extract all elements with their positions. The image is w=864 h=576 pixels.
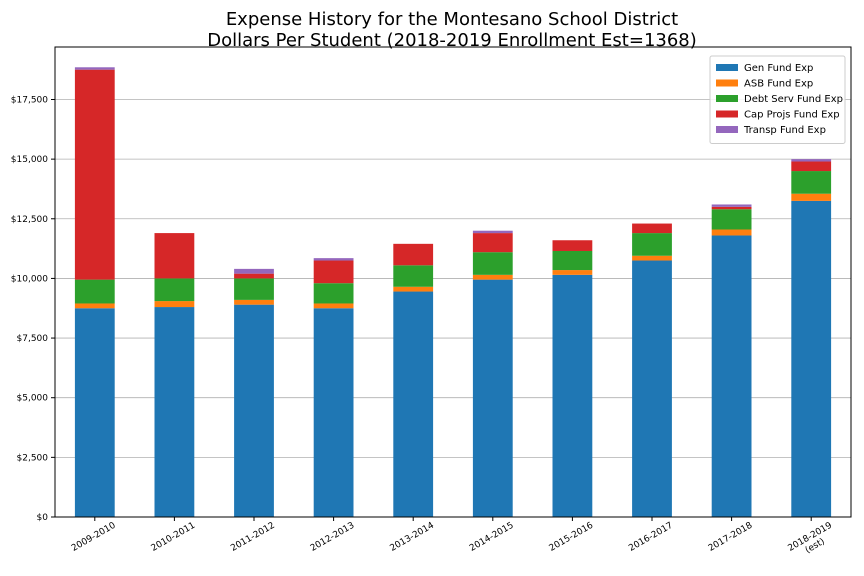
bar-segment [154,307,195,517]
x-tick-label: 2015-2016 [548,521,596,554]
chart-subtitle: Dollars Per Student (2018-2019 Enrollmen… [207,30,697,51]
bar-segment [791,161,832,172]
legend-swatch [716,110,738,118]
chart-title: Expense History for the Montesano School… [226,9,678,30]
legend-label: Transp Fund Exp [743,125,826,136]
bar-segment [711,209,752,230]
bar-segment [552,250,593,271]
legend-label: Gen Fund Exp [744,63,813,74]
bar-segment [791,159,832,162]
bar-segment [711,206,752,210]
bar-segment [154,233,195,279]
bar-segment [791,193,832,201]
bar-segment [711,235,752,517]
x-tick-label: 2014-2015 [468,521,515,554]
x-tick-label: 2011-2012 [229,521,276,554]
bar-segment [393,243,434,266]
bar-segment [74,308,115,517]
bar-segment [313,258,354,261]
bar-segment [711,204,752,207]
bar-segment [74,69,115,280]
x-tick-label: 2010-2011 [150,521,197,554]
y-tick-label: $10,000 [11,274,48,284]
bar-segment [472,252,513,275]
legend: Gen Fund Exp ASB Fund Exp Debt Serv Fund E… [709,55,846,144]
bar-segment [632,223,672,234]
bar-segment [393,286,434,292]
x-tick-label: 2013-2014 [388,521,436,554]
bar-segment [632,233,672,256]
bar-segment [472,233,513,253]
bar-segment [313,260,354,284]
y-tick-label: $17,500 [11,95,48,105]
bar-segment [711,229,752,236]
bar-segment [234,304,274,517]
y-tick-label: $5,000 [17,394,49,404]
bar-segment [393,291,434,517]
bar-segment [472,230,513,234]
plot-frame [54,46,852,518]
legend-swatch [716,95,738,102]
y-tick-label: $7,500 [17,334,49,344]
bar-segment [472,279,513,517]
y-axis: $0 $2,500 $5,000 $7,500 $10,000 $12,500 $15,00… [11,95,55,523]
legend-label: Cap Projs Fund Exp [744,110,840,121]
bar-segment [154,301,195,308]
bar-segment [552,270,593,275]
bar-segment [632,260,672,517]
bar-segment [234,273,274,279]
bar-segment [74,303,115,309]
bar-segment [154,278,195,302]
x-tick-label: 2012-2013 [309,521,356,554]
bar-segment [313,303,354,309]
bar-segment [234,268,274,274]
legend-swatch [716,64,738,71]
bar-segment [234,299,274,305]
bar-segment [313,283,354,304]
bar-segment [74,279,115,304]
legend-swatch [716,126,738,133]
bar-segment [393,265,434,287]
bar-segment [234,278,274,300]
bar-segment [552,240,593,251]
bar-segment [472,274,513,280]
bar-segment [552,274,593,517]
x-axis: 2009-2010 2010-2011 2011-2012 2012-2013 2013… [70,517,834,556]
x-tick-label: 2017-2018 [707,521,755,554]
x-tick-label: 2009-2010 [70,521,118,554]
bar-segment [791,171,832,194]
y-tick-label: $15,000 [11,155,48,165]
legend-label: ASB Fund Exp [744,79,813,90]
y-tick-label: $12,500 [11,215,48,225]
legend-swatch [716,79,738,87]
y-tick-label: $0 [37,513,49,523]
legend-label: Debt Serv Fund Exp [744,94,843,105]
y-tick-label: $2,500 [17,453,49,463]
x-tick-label: 2016-2017 [627,521,674,554]
bar-segment [313,308,354,517]
bar-segment [632,255,672,261]
legend-box [709,55,846,144]
bars [74,67,832,518]
bar-segment [74,67,115,70]
bar-segment [791,200,832,518]
